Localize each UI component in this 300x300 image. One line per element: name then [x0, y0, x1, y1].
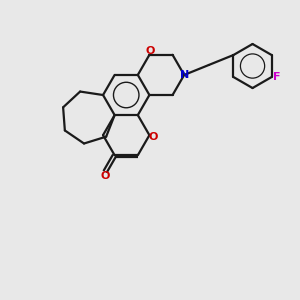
Text: O: O: [100, 171, 110, 182]
Text: F: F: [273, 72, 280, 82]
Text: O: O: [145, 46, 154, 56]
Text: O: O: [148, 132, 158, 142]
Text: N: N: [180, 70, 189, 80]
